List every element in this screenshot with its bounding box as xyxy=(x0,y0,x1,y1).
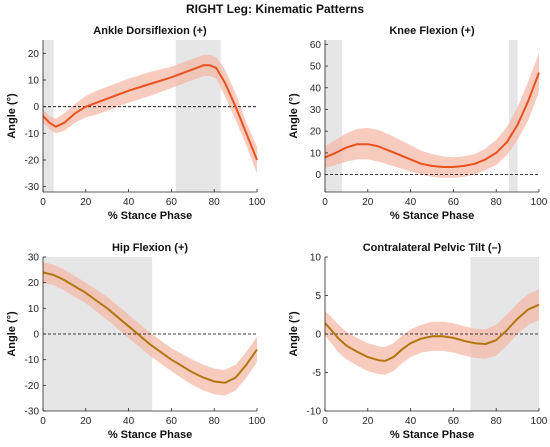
confidence-band xyxy=(325,53,539,178)
x-tick-label: 100 xyxy=(249,197,266,208)
x-axis-label: % Stance Phase xyxy=(390,210,474,222)
y-tick-label: -30 xyxy=(25,407,40,418)
x-tick-label: 100 xyxy=(531,416,548,427)
y-tick-label: 10 xyxy=(28,304,40,315)
y-tick-label: 10 xyxy=(28,76,40,87)
y-tick-label: 40 xyxy=(310,83,322,94)
panel-1: 0 20 40 60 80 100 -30 -20 -10 0 10 20 Ankle Dorsifle… xyxy=(6,25,266,222)
y-tick-label: -20 xyxy=(25,381,40,392)
y-tick-label: -10 xyxy=(25,355,40,366)
panel-4: 0 20 40 60 80 100 -10 -5 0 5 10 Contralateral Pelvi… xyxy=(288,242,548,441)
y-tick-label: 20 xyxy=(310,127,322,138)
y-tick-label: 20 xyxy=(28,278,40,289)
y-tick-label: 50 xyxy=(310,62,322,73)
confidence-band xyxy=(325,289,539,375)
y-axis-label: Angle (°) xyxy=(288,93,300,139)
x-tick-label: 40 xyxy=(405,416,417,427)
panel-title: Ankle Dorsiflexion (+) xyxy=(93,25,207,37)
y-tick-label: 0 xyxy=(33,330,39,341)
y-tick-label: -10 xyxy=(307,407,322,418)
y-tick-label: 20 xyxy=(28,49,40,60)
panel-title: Contralateral Pelvic Tilt (–) xyxy=(363,242,502,254)
figure-title: RIGHT Leg: Kinematic Patterns xyxy=(185,2,365,16)
x-tick-label: 60 xyxy=(166,416,178,427)
x-axis-label: % Stance Phase xyxy=(108,210,192,222)
mean-line xyxy=(42,271,258,384)
y-axis-label: Angle (°) xyxy=(288,311,300,357)
y-tick-label: 30 xyxy=(28,253,40,264)
panel-title: Hip Flexion (+) xyxy=(112,242,188,254)
mean-line xyxy=(42,64,258,161)
x-tick-label: 80 xyxy=(209,416,221,427)
x-tick-label: 20 xyxy=(80,416,92,427)
panel-2: 0 20 40 60 80 100 0 10 20 30 40 50 60 Knee Flexion (+… xyxy=(288,25,548,222)
y-tick-label: -20 xyxy=(25,156,40,167)
y-tick-label: 30 xyxy=(310,105,322,116)
x-tick-label: 80 xyxy=(209,197,221,208)
x-tick-label: 40 xyxy=(123,197,135,208)
x-tick-label: 0 xyxy=(40,197,46,208)
mean-line xyxy=(324,303,540,362)
y-tick-label: 10 xyxy=(310,148,322,159)
x-tick-label: 0 xyxy=(322,416,328,427)
x-axis-label: % Stance Phase xyxy=(108,429,192,441)
y-tick-label: 5 xyxy=(315,291,321,302)
x-tick-label: 0 xyxy=(322,197,328,208)
y-tick-label: 0 xyxy=(33,102,39,113)
y-tick-label: -30 xyxy=(25,182,40,193)
x-tick-label: 60 xyxy=(448,416,460,427)
x-tick-label: 40 xyxy=(405,197,417,208)
x-tick-label: 80 xyxy=(491,416,503,427)
panel-title: Knee Flexion (+) xyxy=(389,25,475,37)
x-tick-label: 100 xyxy=(531,197,548,208)
x-tick-label: 40 xyxy=(123,416,135,427)
y-tick-label: 0 xyxy=(315,170,321,181)
y-tick-label: -5 xyxy=(312,368,321,379)
confidence-band xyxy=(43,54,257,174)
mean-line xyxy=(324,72,540,168)
x-tick-label: 60 xyxy=(166,197,178,208)
y-axis-label: Angle (°) xyxy=(6,311,18,357)
y-axis-label: Angle (°) xyxy=(6,93,18,139)
y-tick-label: 0 xyxy=(315,330,321,341)
y-tick-label: 60 xyxy=(310,40,322,51)
x-tick-label: 60 xyxy=(448,197,460,208)
x-axis-label: % Stance Phase xyxy=(390,429,474,441)
x-tick-label: 80 xyxy=(491,197,503,208)
y-tick-label: -10 xyxy=(25,129,40,140)
x-tick-label: 20 xyxy=(362,197,374,208)
y-tick-label: 10 xyxy=(310,253,322,264)
panel-3: 0 20 40 60 80 100 -30 -20 -10 0 10 20 30 Hip Flexion … xyxy=(6,242,266,441)
x-tick-label: 100 xyxy=(249,416,266,427)
x-tick-label: 0 xyxy=(40,416,46,427)
x-tick-label: 20 xyxy=(80,197,92,208)
x-tick-label: 20 xyxy=(362,416,374,427)
confidence-band xyxy=(43,262,257,396)
shaded-region xyxy=(325,40,343,192)
